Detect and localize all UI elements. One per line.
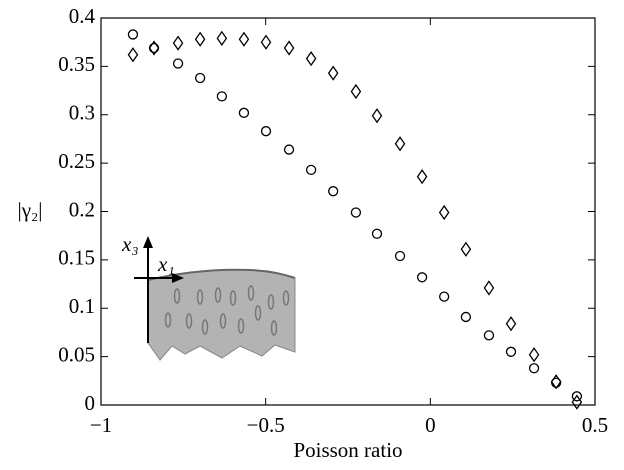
diamond-marker: [416, 169, 428, 185]
axis-annotation: x₃: [121, 232, 139, 256]
circle-marker: [127, 29, 139, 40]
y-tick-label: 0.2: [69, 197, 95, 221]
circle-marker: [528, 363, 540, 374]
diamond-marker: [505, 316, 517, 332]
diamond-marker: [327, 65, 339, 81]
circle-marker: [328, 186, 339, 197]
axis-annotation: x₁: [157, 252, 175, 276]
y-tick-label: 0: [85, 391, 96, 415]
diamond-marker: [216, 30, 228, 46]
y-tick-label: 0.35: [58, 52, 95, 76]
diamond-marker: [350, 83, 362, 100]
circle-marker: [238, 107, 250, 118]
circle-marker: [439, 291, 450, 302]
circle-marker: [260, 126, 272, 137]
x-axis-label: Poisson ratio: [293, 438, 402, 462]
x-tick-label: −0.5: [247, 413, 285, 437]
circle-marker: [483, 330, 495, 341]
circle-marker: [283, 144, 295, 155]
diamond-marker: [305, 50, 317, 67]
diamond-marker: [371, 108, 383, 124]
inset-diagram: x₃ x₁: [121, 232, 296, 361]
y-tick-label: 0.1: [69, 294, 95, 318]
y-axis-label: |γ₂|: [17, 198, 42, 222]
diamond-marker: [148, 40, 160, 56]
diamond-marker: [438, 204, 450, 221]
diamond-marker: [550, 374, 562, 390]
diamond-marker: [483, 280, 495, 296]
y-tick-label: 0.25: [58, 149, 95, 173]
diamond-marker: [260, 34, 272, 50]
circle-marker: [394, 250, 406, 262]
circle-marker: [148, 42, 160, 54]
circle-marker: [371, 228, 383, 239]
circle-marker: [416, 272, 428, 283]
y-tick-label: 0.4: [69, 4, 96, 28]
circle-marker: [305, 164, 317, 176]
circle-marker: [172, 58, 184, 69]
diamond-marker: [528, 347, 540, 363]
circle-marker: [194, 72, 206, 84]
y-tick-label: 0.05: [58, 342, 95, 366]
diamond-marker: [194, 31, 206, 47]
x-tick-label: 0: [425, 413, 436, 437]
circle-marker: [571, 391, 583, 402]
diamond-marker: [172, 35, 184, 51]
diamond-marker: [283, 40, 295, 56]
circle-marker: [505, 346, 517, 357]
circle-marker: [216, 91, 228, 102]
diamond-marker: [571, 394, 583, 410]
circle-marker: [350, 207, 362, 218]
y-tick-label: 0.3: [69, 101, 95, 125]
diamond-marker: [394, 136, 406, 152]
diamond-marker: [460, 241, 472, 257]
y-tick-label: 0.15: [58, 246, 95, 270]
x-tick-label: −1: [90, 413, 112, 437]
diamond-marker: [238, 31, 250, 47]
diamond-marker: [127, 47, 139, 63]
x-tick-label: 0.5: [582, 413, 608, 437]
circle-marker: [460, 311, 472, 323]
